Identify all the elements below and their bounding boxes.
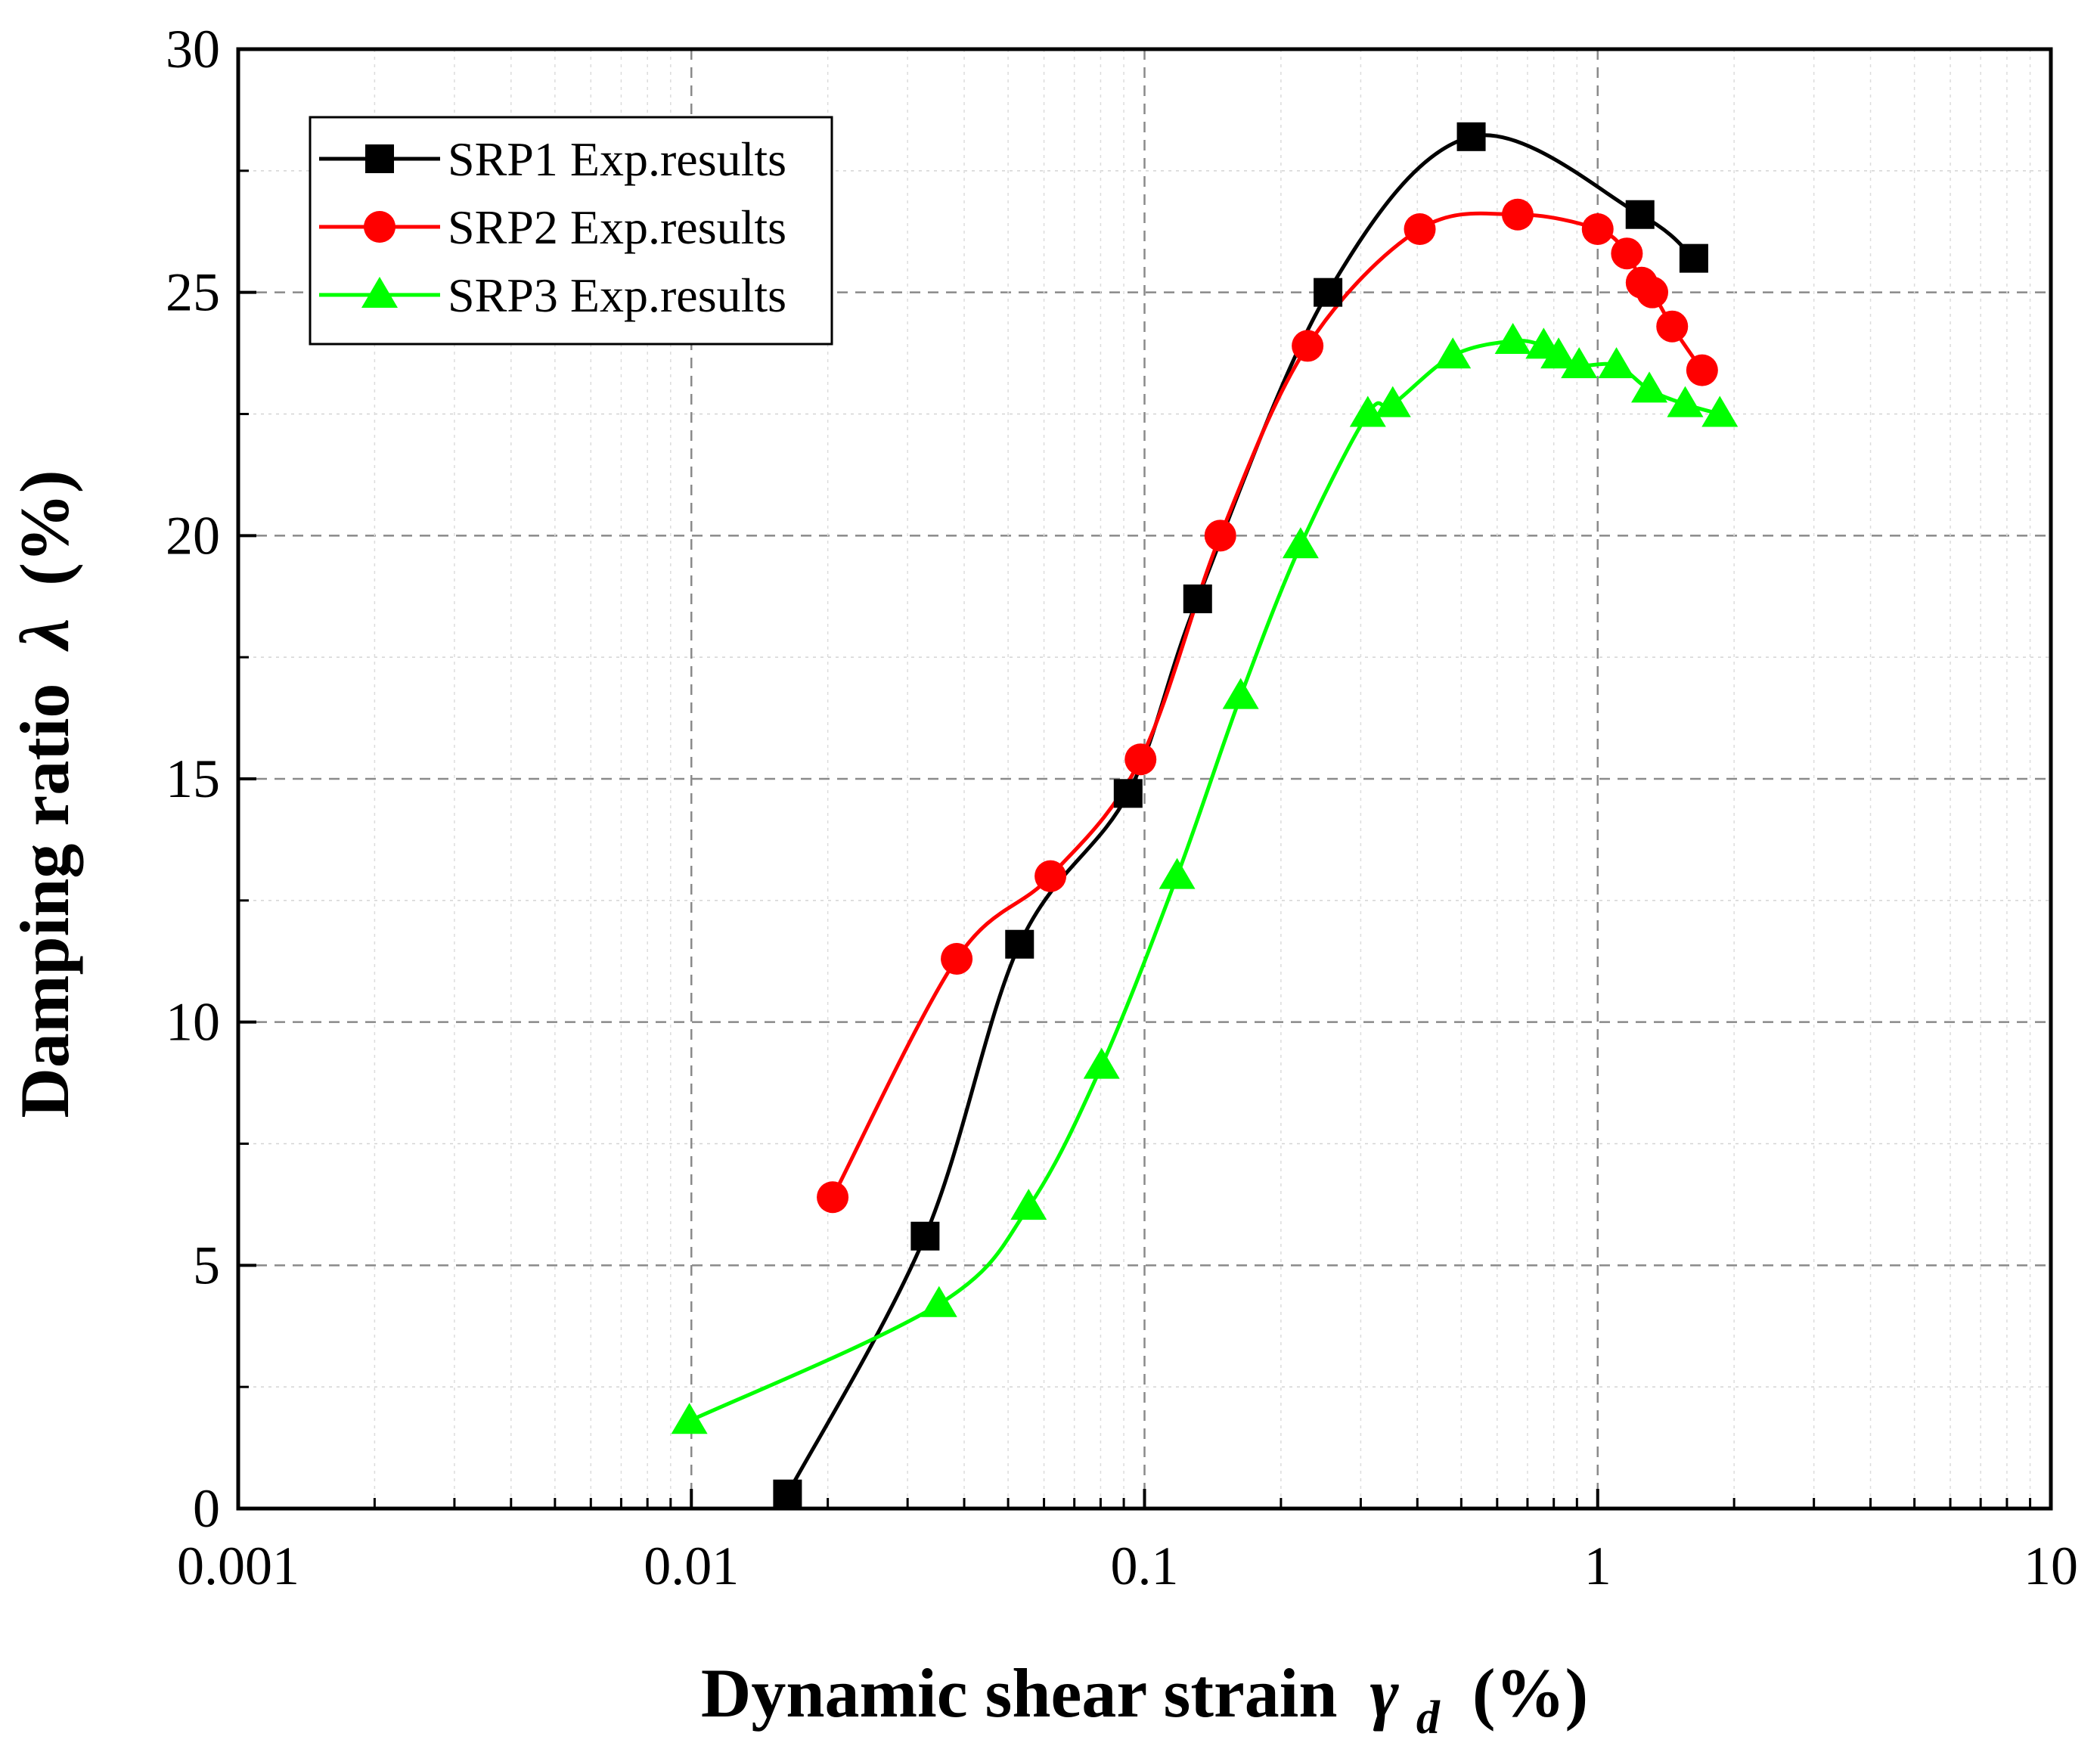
legend-box [309, 116, 833, 346]
x-tick-label: 0.1 [1111, 1536, 1179, 1596]
y-tick-label: 5 [193, 1235, 220, 1295]
tick-labels: 0 5 10 15 20 25 30 0.001 0.01 0.1 1 10 [166, 19, 2078, 1596]
data-point-srp1 [1005, 929, 1034, 959]
x-axis-title-text: Dynamic shear strain [701, 1654, 1338, 1732]
y-tick-label: 30 [166, 19, 220, 79]
data-point-srp2 [1611, 237, 1643, 270]
data-point-srp2 [941, 943, 973, 975]
series-markers [671, 122, 1739, 1509]
data-point-srp3 [1083, 1047, 1120, 1079]
legend-label-srp1: SRP1 Exp.results [448, 132, 786, 186]
data-point-srp2 [1204, 519, 1236, 552]
y-tick-label: 10 [166, 992, 220, 1053]
x-tick-label: 10 [2024, 1536, 2078, 1596]
legend: SRP1 Exp.results SRP2 Exp.results SRP3 Exp… [309, 116, 833, 346]
data-point-srp1 [1113, 779, 1143, 808]
data-point-srp2 [1581, 213, 1614, 246]
data-point-srp3 [1494, 323, 1531, 354]
series-line-srp1 [786, 133, 1695, 1495]
data-point-srp2 [1292, 330, 1324, 362]
y-axis-symbol: λ [6, 619, 83, 653]
data-point-srp3 [1222, 678, 1259, 709]
legend-label-srp3: SRP3 Exp.results [448, 268, 786, 322]
data-point-srp3 [1540, 337, 1577, 369]
data-point-srp3 [1010, 1189, 1047, 1220]
data-point-srp1 [1625, 200, 1655, 229]
data-point-srp2 [817, 1181, 849, 1214]
data-point-srp3 [1561, 347, 1598, 379]
legend-label-srp2: SRP2 Exp.results [448, 200, 786, 254]
data-point-srp3 [1435, 337, 1472, 369]
y-tick-label: 0 [193, 1478, 220, 1539]
data-point-srp3 [1282, 527, 1319, 559]
data-point-srp1 [773, 1479, 802, 1509]
x-tick-label: 1 [1584, 1536, 1611, 1596]
data-point-srp3 [1598, 347, 1635, 379]
data-point-srp1 [1314, 278, 1343, 307]
data-point-srp3 [1374, 386, 1411, 417]
data-point-srp3 [1701, 395, 1739, 427]
y-tick-label: 25 [166, 262, 220, 323]
data-point-srp3 [671, 1403, 708, 1434]
data-point-srp1 [1456, 122, 1486, 151]
y-axis-unit: (%) [6, 470, 83, 585]
data-point-srp3 [1667, 386, 1704, 417]
x-tick-label: 0.001 [177, 1536, 299, 1596]
data-point-srp2 [1034, 860, 1067, 892]
legend-marker-srp1 [365, 144, 394, 173]
data-point-srp2 [1636, 276, 1669, 309]
x-axis-subscript: d [1416, 1692, 1441, 1744]
data-point-srp3 [1631, 371, 1668, 403]
data-point-srp3 [920, 1285, 957, 1317]
x-axis-title: Dynamic shear strain γ d (%) [701, 1654, 1588, 1748]
x-tick-label: 0.01 [644, 1536, 739, 1596]
y-tick-label: 15 [166, 749, 220, 809]
y-axis-title: Damping ratio λ (%) [6, 470, 83, 1118]
legend-marker-srp2 [364, 211, 395, 243]
data-point-srp2 [1124, 743, 1157, 776]
data-point-srp3 [1159, 857, 1196, 889]
data-point-srp1 [910, 1221, 940, 1251]
legend-marker-srp3 [361, 277, 398, 308]
axis-ticks [237, 48, 2052, 1510]
data-point-srp2 [1501, 198, 1534, 231]
data-point-srp2 [1686, 354, 1718, 386]
data-point-srp1 [1183, 584, 1212, 613]
y-tick-label: 20 [166, 505, 220, 566]
data-point-srp1 [1679, 243, 1708, 273]
x-axis-symbol: γ [1370, 1654, 1400, 1732]
y-axis-title-text: Damping ratio [6, 684, 83, 1118]
x-axis-unit: (%) [1472, 1654, 1588, 1732]
data-point-srp3 [1349, 395, 1386, 427]
data-point-srp2 [1404, 213, 1436, 246]
data-point-srp2 [1656, 310, 1689, 343]
